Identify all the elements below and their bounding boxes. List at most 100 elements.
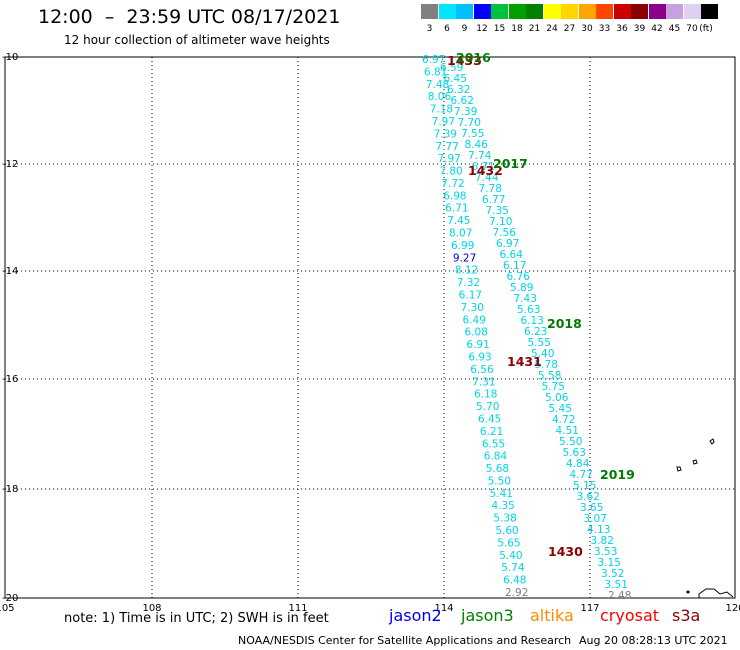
pass-time-label: 1431 — [507, 354, 542, 369]
wave-height-value: 5.50 — [559, 436, 582, 448]
wave-height-value: 6.23 — [524, 326, 547, 338]
wave-height-value: 5.60 — [495, 525, 518, 537]
wave-height-value: 7.55 — [461, 128, 484, 140]
coastline-island — [692, 459, 698, 465]
wave-height-value: 5.89 — [510, 282, 533, 294]
wave-height-value: 6.93 — [468, 351, 491, 363]
generated-timestamp: Aug 20 08:28:13 UTC 2021 — [579, 634, 728, 647]
wave-height-value: 7.18 — [430, 104, 453, 116]
pass-time-label: 1430 — [548, 544, 583, 559]
wave-height-value: 9.27 — [453, 252, 476, 264]
color-swatch-label: 42 — [651, 24, 663, 34]
color-swatch-label: 36 — [616, 24, 628, 34]
wave-height-value: 6.97 — [496, 238, 519, 250]
color-swatch — [473, 4, 491, 19]
wave-height-value: 6.49 — [463, 314, 486, 326]
wave-height-value: 3.07 — [584, 513, 607, 525]
wave-height-value: 5.55 — [528, 337, 551, 349]
wave-height-value: 5.38 — [493, 513, 516, 525]
wave-height-value: 4.51 — [556, 425, 579, 437]
wave-height-value: 7.35 — [486, 205, 509, 217]
wave-height-value: 4.77 — [570, 469, 593, 481]
color-swatch — [613, 4, 631, 19]
wave-height-value: 5.63 — [563, 447, 586, 459]
satellite-jason2: jason2 — [389, 606, 442, 625]
wave-height-value: 7.78 — [479, 183, 502, 195]
lon-tick-label: 114 — [434, 603, 453, 614]
lat-tick-label: -10 — [2, 52, 18, 63]
wave-height-value: 7.45 — [447, 215, 470, 227]
wave-height-value: 3.51 — [605, 579, 628, 591]
color-swatch — [508, 4, 526, 19]
pass-time-label: 1432 — [468, 163, 503, 178]
wave-height-value: 6.56 — [470, 364, 494, 376]
wave-height-value: 6.17 — [459, 290, 482, 302]
wave-height-value: 7.10 — [489, 216, 512, 228]
wave-height-value: 7.97 — [437, 153, 460, 165]
wave-height-value: 6.71 — [472, 161, 495, 173]
footnote: note: 1) Time is in UTC; 2) SWH is in fe… — [64, 611, 329, 626]
satellite-altika: altika — [530, 606, 574, 625]
wave-height-value: 6.64 — [500, 249, 524, 261]
color-swatch-label: 15 — [493, 24, 506, 34]
lon-tick-label: 117 — [580, 603, 599, 614]
wave-height-value: 6.71 — [445, 203, 468, 215]
lon-tick-label: 111 — [288, 603, 307, 614]
wave-height-value: 7.43 — [514, 293, 537, 305]
color-swatch — [701, 4, 718, 19]
wave-height-value: 5.40 — [531, 348, 554, 360]
color-swatch-label: 45 — [668, 24, 681, 34]
color-swatch — [543, 4, 561, 19]
wave-height-value: 5.58 — [538, 370, 561, 382]
wave-height-value: 6.81 — [424, 66, 447, 78]
color-swatch — [648, 4, 666, 19]
color-swatch-label: 33 — [598, 24, 611, 34]
lat-tick-label: -18 — [2, 484, 18, 495]
wave-height-value: 6.32 — [447, 84, 470, 96]
color-swatch-label: 9 — [461, 24, 468, 34]
color-swatch — [456, 4, 473, 19]
wave-height-value: 7.48 — [426, 79, 449, 91]
color-swatch — [438, 4, 456, 19]
color-swatch — [666, 4, 683, 19]
wave-height-value: 7.31 — [472, 376, 495, 388]
color-swatch — [578, 4, 596, 19]
color-swatch — [526, 4, 543, 19]
wave-height-value: 5.65 — [497, 537, 520, 549]
wave-height-value: 8.07 — [449, 228, 472, 240]
wave-height-value: 5.75 — [542, 381, 565, 393]
page-title: 12:00 – 23:59 UTC 08/17/2021 — [38, 6, 341, 28]
wave-height-value: 3.52 — [601, 568, 624, 580]
lon-tick-label: 108 — [142, 603, 161, 614]
wave-height-value: 3.82 — [591, 535, 614, 547]
wave-height-value: 7.32 — [457, 277, 480, 289]
color-swatch-label: 18 — [511, 24, 523, 34]
wave-height-value: 8.46 — [465, 139, 489, 151]
wave-height-value: 7.39 — [454, 106, 477, 118]
pass-time-label: 2018 — [547, 316, 582, 331]
color-swatch — [421, 4, 438, 19]
wave-height-value: 6.45 — [444, 73, 467, 85]
wave-height-value: 6.99 — [451, 240, 474, 252]
lat-tick-label: -20 — [2, 593, 18, 604]
color-swatch-label: 21 — [528, 24, 541, 34]
wave-height-value: 6.77 — [482, 194, 505, 206]
color-swatch-label: 12 — [476, 24, 488, 34]
wave-height-value: 5.70 — [476, 401, 499, 413]
wave-height-value: 6.55 — [482, 438, 505, 450]
color-swatch — [596, 4, 613, 19]
color-swatch — [683, 4, 701, 19]
wave-height-value: 4.84 — [566, 458, 590, 470]
wave-height-value: 5.63 — [517, 304, 540, 316]
wave-height-value: 3.65 — [580, 502, 603, 514]
coastline-island — [686, 590, 690, 594]
wave-height-value: 5.50 — [488, 475, 511, 487]
wave-height-value: 7.74 — [468, 150, 492, 162]
wave-height-value: 5.15 — [573, 480, 596, 492]
wave-height-value: 6.98 — [443, 190, 466, 202]
wave-height-value: 6.17 — [503, 260, 526, 272]
wave-height-value: 6.97 — [422, 54, 445, 66]
pass-time-label: 2017 — [493, 156, 528, 171]
color-swatch-label: 70 — [686, 24, 698, 34]
